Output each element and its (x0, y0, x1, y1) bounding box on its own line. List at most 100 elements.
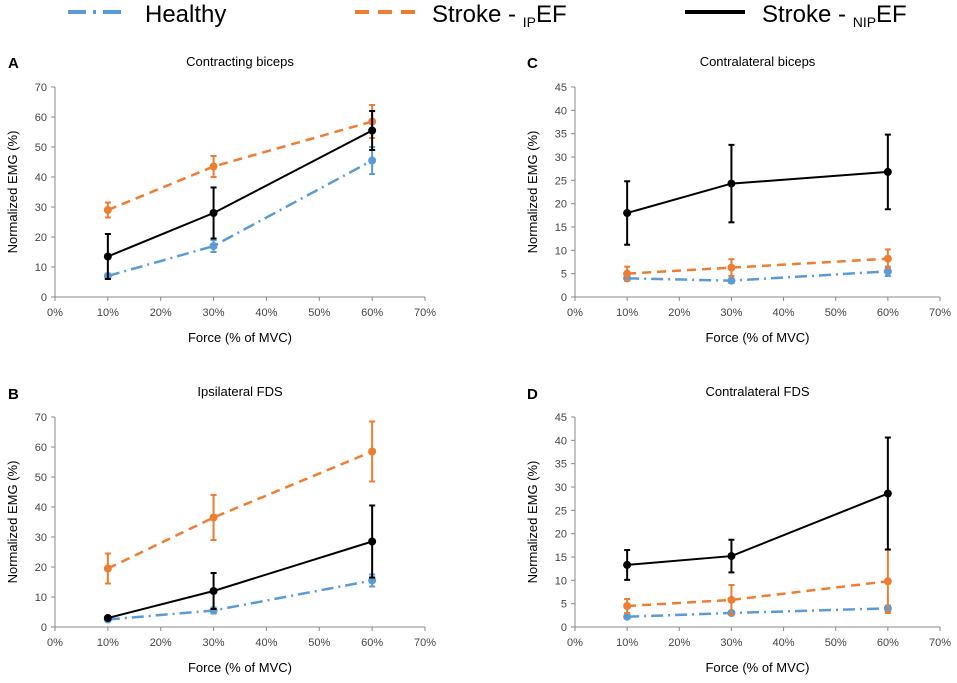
x-tick-label: 60% (361, 637, 383, 649)
legend-item-healthy: Healthy (68, 1, 226, 28)
y-tick-label: 5 (561, 599, 567, 611)
y-axis-title-d: Normalized EMG (%) (525, 461, 540, 584)
y-tick-label: 20 (35, 232, 47, 244)
data-point-healthy (623, 612, 632, 621)
data-point-ipef (368, 447, 377, 456)
data-point-healthy (209, 242, 218, 250)
y-tick-label: 60 (35, 112, 47, 124)
y-tick-label: 10 (35, 262, 47, 274)
data-point-ipef (209, 162, 218, 171)
data-point-ipef (623, 602, 632, 610)
data-point-nipef (368, 126, 377, 135)
y-tick-label: 70 (35, 412, 47, 424)
x-tick-label: 50% (308, 307, 330, 319)
x-tick-label: 70% (414, 637, 436, 649)
y-tick-label: 70 (35, 82, 47, 94)
x-tick-label: 50% (308, 637, 330, 649)
y-tick-label: 10 (555, 245, 567, 257)
legend: Healthy Stroke - IPEF Stroke - NIPEF (68, 1, 907, 30)
data-point-nipef (103, 614, 112, 622)
y-tick-label: 45 (555, 82, 567, 94)
data-point-nipef (727, 552, 736, 561)
data-point-nipef (727, 179, 736, 188)
y-tick-label: 25 (555, 505, 567, 517)
x-tick-label: 60% (877, 307, 899, 319)
y-tick-label: 0 (561, 622, 567, 634)
data-point-ipef (103, 206, 112, 214)
y-tick-label: 20 (35, 562, 47, 574)
y-tick-label: 50 (35, 142, 47, 154)
data-point-healthy (368, 156, 377, 165)
chart-panel-a: A Contracting biceps 0 10 20 30 40 50 60 70 0% 10% 2… (5, 54, 436, 345)
series-line-nipef (107, 129, 373, 258)
y-tick-label: 60 (35, 442, 47, 454)
x-tick-label: 30% (203, 307, 225, 319)
y-tick-label: 5 (561, 269, 567, 281)
legend-item-stroke-nipef: Stroke - NIPEF (685, 1, 907, 30)
x-tick-label: 20% (150, 307, 172, 319)
data-point-nipef (209, 587, 218, 595)
data-point-nipef (623, 209, 632, 217)
y-tick-label: 15 (555, 222, 567, 234)
y-tick-label: 35 (555, 459, 567, 471)
x-tick-label: 10% (97, 637, 119, 649)
x-axis-title-a: Force (% of MVC) (188, 330, 292, 345)
data-point-ipef (727, 595, 736, 604)
x-tick-label: 40% (773, 637, 795, 649)
panel-letter-a: A (8, 55, 19, 72)
x-tick-label: 60% (877, 637, 899, 649)
y-tick-label: 45 (555, 412, 567, 424)
x-tick-label: 30% (203, 637, 225, 649)
series-line-healthy (107, 159, 373, 278)
data-point-ipef (103, 564, 112, 573)
data-point-ipef (883, 254, 892, 263)
x-tick-label: 20% (150, 637, 172, 649)
series-nipef-c (623, 133, 892, 246)
series-ipef-d (623, 548, 892, 616)
series-ipef-c (623, 248, 892, 282)
y-tick-label: 35 (555, 129, 567, 141)
y-tick-label: 0 (561, 292, 567, 304)
x-tick-label: 60% (361, 307, 383, 319)
x-tick-label: 40% (255, 637, 277, 649)
series-line-nipef (107, 540, 373, 619)
y-tick-label: 20 (555, 529, 567, 541)
x-tick-label: 40% (255, 307, 277, 319)
x-tick-label: 10% (97, 307, 119, 319)
y-tick-label: 20 (555, 199, 567, 211)
data-point-ipef (883, 577, 892, 586)
y-axis-title-c: Normalized EMG (%) (525, 131, 540, 254)
y-tick-label: 40 (35, 172, 47, 184)
series-ipef-a (103, 104, 377, 219)
series-nipef-a (103, 110, 377, 280)
panel-letter-c: C (527, 55, 538, 72)
x-tick-label: 70% (414, 307, 436, 319)
series-healthy-a (103, 146, 377, 280)
series-nipef-d (623, 436, 892, 581)
y-tick-label: 0 (41, 292, 47, 304)
y-tick-label: 30 (555, 152, 567, 164)
y-tick-label: 30 (555, 482, 567, 494)
series-line-healthy (627, 270, 888, 282)
data-point-ipef (727, 263, 736, 272)
data-point-healthy (883, 267, 892, 276)
panel-letter-d: D (527, 386, 538, 403)
y-tick-label: 40 (35, 502, 47, 514)
y-tick-label: 25 (555, 175, 567, 187)
y-tick-label: 40 (555, 435, 567, 447)
x-tick-label: 0% (47, 637, 63, 649)
data-point-healthy (727, 276, 736, 285)
series-line-ipef (107, 450, 373, 570)
chart-panel-c: C Contralateral biceps 0 5 10 15 20 25 30 35 40 45 0… (525, 54, 951, 345)
chart-panel-d: D Contralateral FDS 0 5 10 15 20 25 30 35 40 45 0% 10… (525, 384, 951, 675)
data-point-nipef (103, 252, 112, 261)
data-point-nipef (883, 167, 892, 176)
y-tick-label: 50 (35, 472, 47, 484)
chart-title-a: Contracting biceps (186, 54, 294, 69)
x-tick-label: 30% (720, 307, 742, 319)
x-tick-label: 40% (773, 307, 795, 319)
chart-title-c: Contralateral biceps (700, 54, 816, 69)
y-axis-title-a: Normalized EMG (%) (5, 131, 20, 254)
